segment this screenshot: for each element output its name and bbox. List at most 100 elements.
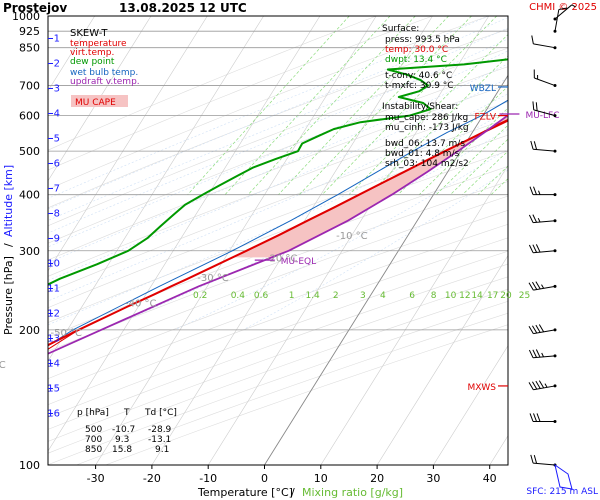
pressure-tick-label: 300	[19, 245, 40, 258]
updraft-line	[48, 114, 508, 355]
wind-barb	[528, 349, 557, 359]
station-title: Prostejov	[3, 1, 67, 15]
wind-barb-staff	[533, 462, 556, 466]
dry-adiabat	[48, 47, 508, 227]
mixing-ratio-label: 0.4	[231, 291, 246, 301]
wind-barb	[529, 413, 557, 423]
wind-barb-full	[530, 140, 534, 150]
wind-barb-full	[533, 186, 537, 195]
y-axis-title: Pressure [hPa] / Altitude [km]	[2, 165, 15, 335]
wind-barb-full	[538, 324, 545, 333]
mixing-ratio-label: 3	[360, 291, 366, 301]
legend-item-updraft: updraft v.temp.	[70, 77, 140, 87]
wind-barb-staff	[533, 250, 556, 254]
instability-title: Instability/Shear:	[382, 102, 458, 112]
wind-barb-full	[538, 380, 545, 389]
table-cell: 9.1	[155, 445, 169, 455]
wind-barb-station	[553, 219, 557, 223]
table-cell: 15.8	[112, 445, 132, 455]
dry-adiabat	[48, 101, 508, 277]
table-cell: -13.1	[148, 435, 171, 445]
wind-barb-station	[553, 284, 557, 288]
isotherm	[48, 16, 208, 272]
wind-barb-staff	[533, 109, 556, 117]
isotherm	[320, 164, 508, 465]
wind-barb-station	[553, 149, 557, 153]
isotherm	[48, 16, 264, 362]
wind-barb-full	[528, 244, 534, 253]
mixing-ratio-label: 14	[471, 291, 483, 301]
isotherm-label: -50 °C	[51, 328, 83, 339]
x-axis-label-sep: /	[291, 486, 295, 499]
x-tick-label: 40	[483, 472, 497, 485]
table-cell: -28.9	[148, 425, 172, 435]
instability-bwd06: bwd_06: 13.7 m/s	[385, 139, 465, 149]
legend-item-virt-temp: virt.temp.	[70, 48, 114, 58]
surface-press: press: 993.5 hPa	[385, 35, 460, 45]
pressure-tick-label: 850	[19, 42, 40, 55]
mixing-ratio-label: 12	[459, 291, 470, 301]
wind-barb-half	[537, 217, 541, 223]
wind-barb-station	[553, 29, 557, 33]
x-axis-label-mixing: Mixing ratio [g/kg]	[302, 486, 403, 499]
x-tick-label: 0	[261, 472, 268, 485]
pressure-tick-label: 400	[19, 189, 40, 202]
wind-barb-full	[535, 244, 541, 253]
km-tick-label: 10	[47, 258, 60, 269]
wind-barb-full	[535, 324, 541, 333]
level-label: MU-LFC	[525, 111, 559, 121]
wind-barb-staff	[533, 220, 556, 224]
wind-barb-full	[536, 413, 541, 422]
wind-barb-half	[538, 190, 541, 195]
wind-barb	[529, 186, 557, 197]
isotherm-label: -60 °C	[0, 360, 6, 371]
cape-legend-label: MU CAPE	[75, 98, 116, 108]
wind-barb-station	[553, 17, 557, 21]
table-cell: 500	[85, 425, 102, 435]
moist-adiabat	[174, 148, 508, 331]
copyright-text: CHMI © 2025	[529, 2, 597, 13]
isotherm	[264, 74, 508, 465]
cape-legend-box	[71, 95, 128, 107]
wind-barb-staff	[533, 355, 556, 359]
mixing-ratio-label: 25	[519, 291, 530, 301]
sfc-label: SFC: 215 m ASL	[526, 487, 598, 497]
dry-adiabat	[48, 210, 508, 379]
wind-barb-full	[533, 141, 538, 150]
surface-wind-marker	[554, 463, 573, 490]
pressure-tick-label: 700	[19, 80, 40, 93]
km-tick-label: 13	[47, 333, 60, 344]
wind-barb-full	[533, 413, 537, 422]
wind-barb-half	[571, 4, 576, 8]
dry-adiabat	[48, 276, 508, 442]
km-tick-label: 1	[54, 33, 60, 44]
chart-title: SKEW-T	[70, 28, 108, 39]
wind-barb-half	[541, 352, 544, 358]
wind-barb-staff	[534, 77, 556, 87]
dry-adiabat	[48, 181, 508, 352]
level-label: MU-EQL	[281, 257, 316, 267]
pressure-tick-label: 100	[19, 459, 40, 472]
km-tick-label: 3	[54, 83, 60, 94]
wind-barb-full	[532, 244, 538, 253]
moist-adiabat	[48, 93, 508, 302]
wind-barb-full	[531, 35, 534, 44]
wind-barb-station	[553, 46, 557, 50]
dry-adiabat	[48, 263, 508, 430]
wind-barb-full	[535, 102, 538, 111]
isotherm	[95, 16, 377, 465]
dry-adiabat	[48, 195, 508, 366]
right-level-label: MXWS	[467, 383, 496, 393]
mixing-ratio-label: 10	[445, 291, 457, 301]
mixing-ratio-label: 8	[431, 291, 437, 301]
datetime-title: 13.08.2025 12 UTC	[119, 1, 247, 15]
mixing-ratio-label: 0.2	[193, 291, 207, 301]
surface-title: Surface:	[382, 24, 419, 34]
wind-barb-staff	[533, 285, 556, 291]
instability-mucinh: mu_cinh: -173 J/kg	[385, 123, 469, 133]
x-tick-label: 10	[314, 472, 328, 485]
dry-adiabat	[48, 150, 508, 323]
wind-barb	[531, 35, 557, 50]
isotherm	[48, 16, 321, 452]
dry-adiabat	[48, 166, 508, 338]
